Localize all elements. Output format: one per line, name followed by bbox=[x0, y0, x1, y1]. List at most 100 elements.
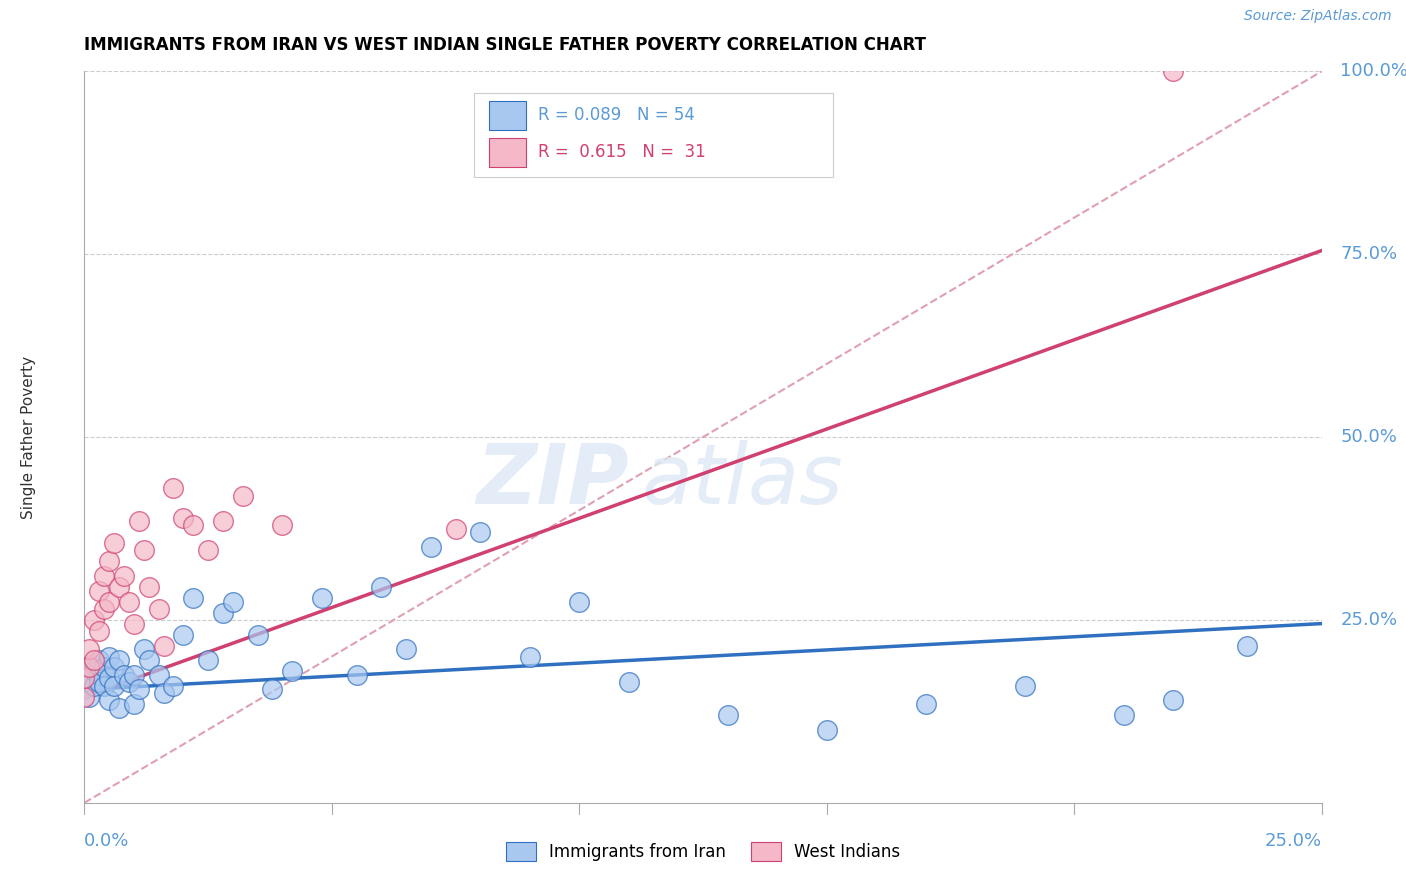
Point bbox=[73, 682, 96, 697]
Point bbox=[914, 697, 936, 711]
Point bbox=[122, 697, 145, 711]
FancyBboxPatch shape bbox=[474, 94, 832, 178]
Point bbox=[73, 672, 96, 686]
Point bbox=[93, 569, 115, 583]
FancyBboxPatch shape bbox=[489, 101, 526, 130]
Point bbox=[470, 525, 492, 540]
Point bbox=[152, 686, 174, 700]
Point bbox=[83, 653, 105, 667]
Point bbox=[444, 521, 467, 535]
Point bbox=[122, 616, 145, 631]
Text: R =  0.615   N =  31: R = 0.615 N = 31 bbox=[538, 144, 706, 161]
Point bbox=[128, 514, 150, 528]
Point bbox=[370, 580, 392, 594]
Point bbox=[108, 580, 131, 594]
Point bbox=[311, 591, 333, 605]
Point bbox=[212, 514, 235, 528]
Point bbox=[98, 693, 121, 707]
Point bbox=[98, 649, 121, 664]
Point bbox=[93, 660, 115, 674]
Text: Single Father Poverty: Single Father Poverty bbox=[21, 356, 37, 518]
Point bbox=[112, 667, 135, 681]
Point bbox=[1236, 639, 1258, 653]
Point bbox=[138, 653, 160, 667]
Text: 100.0%: 100.0% bbox=[1340, 62, 1406, 80]
Point bbox=[246, 627, 269, 641]
Point bbox=[79, 667, 101, 681]
Point bbox=[1112, 708, 1135, 723]
Point bbox=[103, 536, 125, 550]
Text: Source: ZipAtlas.com: Source: ZipAtlas.com bbox=[1244, 9, 1392, 23]
Point bbox=[197, 653, 219, 667]
Point bbox=[148, 667, 170, 681]
Point bbox=[138, 580, 160, 594]
Point bbox=[1161, 693, 1184, 707]
Point bbox=[79, 660, 101, 674]
Point bbox=[617, 675, 640, 690]
Point bbox=[89, 667, 111, 681]
Point bbox=[103, 660, 125, 674]
Point bbox=[73, 690, 96, 704]
FancyBboxPatch shape bbox=[489, 137, 526, 167]
Point bbox=[222, 594, 245, 608]
Point bbox=[98, 594, 121, 608]
Point bbox=[212, 606, 235, 620]
Point bbox=[73, 672, 96, 686]
Point bbox=[395, 642, 418, 657]
Legend: Immigrants from Iran, West Indians: Immigrants from Iran, West Indians bbox=[499, 835, 907, 868]
Point bbox=[118, 594, 141, 608]
Point bbox=[181, 517, 204, 532]
Text: 0.0%: 0.0% bbox=[84, 832, 129, 850]
Point bbox=[122, 667, 145, 681]
Point bbox=[181, 591, 204, 605]
Point bbox=[815, 723, 838, 737]
Point bbox=[281, 664, 304, 678]
Point bbox=[519, 649, 541, 664]
Text: atlas: atlas bbox=[641, 441, 842, 522]
Text: 25.0%: 25.0% bbox=[1340, 611, 1398, 629]
Point bbox=[568, 594, 591, 608]
Point bbox=[98, 554, 121, 568]
Text: 50.0%: 50.0% bbox=[1340, 428, 1398, 446]
Point bbox=[79, 690, 101, 704]
Point bbox=[83, 679, 105, 693]
Point bbox=[346, 667, 368, 681]
Point bbox=[112, 569, 135, 583]
Point bbox=[128, 682, 150, 697]
Point bbox=[132, 543, 155, 558]
Text: 75.0%: 75.0% bbox=[1340, 245, 1398, 263]
Point bbox=[89, 583, 111, 598]
Point bbox=[89, 624, 111, 638]
Point bbox=[79, 675, 101, 690]
Point bbox=[89, 653, 111, 667]
Point bbox=[162, 679, 184, 693]
Point bbox=[108, 653, 131, 667]
Point bbox=[132, 642, 155, 657]
Point bbox=[197, 543, 219, 558]
Point bbox=[717, 708, 740, 723]
Text: 25.0%: 25.0% bbox=[1264, 832, 1322, 850]
Point bbox=[172, 510, 194, 524]
Point bbox=[83, 613, 105, 627]
Point bbox=[93, 602, 115, 616]
Point bbox=[89, 675, 111, 690]
Point bbox=[148, 602, 170, 616]
Point bbox=[83, 657, 105, 671]
Point bbox=[419, 540, 441, 554]
Point bbox=[118, 675, 141, 690]
Text: R = 0.089   N = 54: R = 0.089 N = 54 bbox=[538, 106, 696, 124]
Point bbox=[271, 517, 294, 532]
Point bbox=[98, 672, 121, 686]
Point bbox=[79, 642, 101, 657]
Point bbox=[172, 627, 194, 641]
Point bbox=[1161, 64, 1184, 78]
Point bbox=[1014, 679, 1036, 693]
Point bbox=[108, 700, 131, 714]
Text: ZIP: ZIP bbox=[477, 441, 628, 522]
Point bbox=[152, 639, 174, 653]
Point bbox=[232, 489, 254, 503]
Point bbox=[103, 679, 125, 693]
Text: IMMIGRANTS FROM IRAN VS WEST INDIAN SINGLE FATHER POVERTY CORRELATION CHART: IMMIGRANTS FROM IRAN VS WEST INDIAN SING… bbox=[84, 36, 927, 54]
Point bbox=[93, 679, 115, 693]
Point bbox=[83, 664, 105, 678]
